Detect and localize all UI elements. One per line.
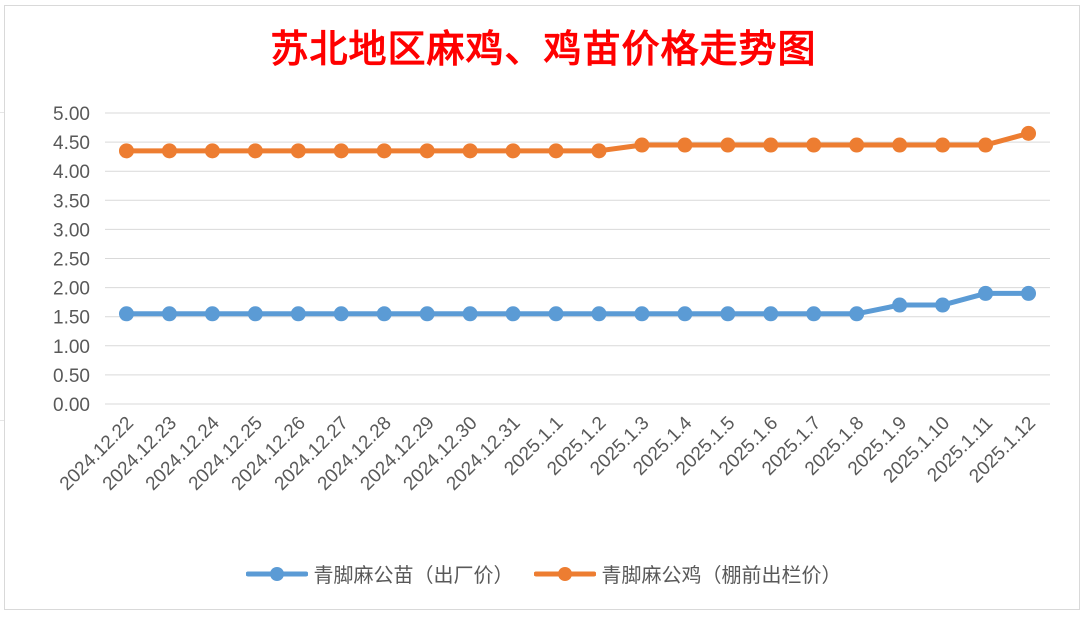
chart-title: 苏北地区麻鸡、鸡苗价格走势图 (270, 26, 817, 71)
data-point-series-0[interactable] (978, 285, 994, 301)
data-point-series-1[interactable] (462, 143, 478, 159)
legend-item-rooster[interactable]: 青脚麻公鸡（棚前出栏价） (533, 559, 842, 588)
data-point-series-0[interactable] (462, 306, 478, 322)
x-axis-ticks: 2024.12.222024.12.232024.12.242024.12.25… (56, 412, 1040, 494)
data-point-series-1[interactable] (376, 143, 392, 159)
data-point-series-0[interactable] (548, 306, 564, 322)
data-point-series-1[interactable] (763, 137, 779, 153)
series-lines (123, 130, 1032, 317)
legend-marker-blue-icon (245, 566, 308, 581)
sheet-gridline (0, 420, 4, 421)
data-point-series-1[interactable] (892, 137, 908, 153)
y-tick-label: 0.50 (53, 366, 90, 387)
data-point-series-0[interactable] (935, 297, 951, 313)
data-point-series-1[interactable] (1021, 125, 1037, 141)
y-tick-label: 2.00 (53, 279, 90, 300)
data-point-series-0[interactable] (333, 306, 349, 322)
data-point-series-0[interactable] (892, 297, 908, 313)
series-line-1 (123, 130, 1032, 154)
data-point-series-1[interactable] (204, 143, 220, 159)
y-tick-label: 5.00 (53, 104, 90, 125)
y-tick-label: 0.00 (53, 395, 90, 416)
legend-label-seedling: 青脚麻公苗（出厂价） (313, 563, 514, 587)
data-point-series-0[interactable] (118, 306, 134, 322)
data-point-series-1[interactable] (935, 137, 951, 153)
data-point-series-0[interactable] (204, 306, 220, 322)
data-point-series-1[interactable] (548, 143, 564, 159)
data-point-series-1[interactable] (333, 143, 349, 159)
data-point-series-1[interactable] (505, 143, 521, 159)
legend-marker-orange-icon (533, 566, 596, 581)
legend-item-seedling[interactable]: 青脚麻公苗（出厂价） (245, 559, 514, 588)
data-point-series-0[interactable] (720, 306, 736, 322)
data-point-series-1[interactable] (591, 143, 607, 159)
data-point-series-0[interactable] (161, 306, 177, 322)
data-point-series-1[interactable] (290, 143, 306, 159)
data-point-series-1[interactable] (806, 137, 822, 153)
data-point-series-1[interactable] (849, 137, 865, 153)
data-point-series-0[interactable] (419, 306, 435, 322)
data-point-series-0[interactable] (591, 306, 607, 322)
gridlines (105, 112, 1050, 405)
data-point-series-1[interactable] (118, 143, 134, 159)
y-tick-label: 4.50 (53, 133, 90, 154)
data-point-series-1[interactable] (677, 137, 693, 153)
legend: 青脚麻公苗（出厂价） 青脚麻公鸡（棚前出栏价） (0, 559, 1087, 588)
data-point-series-1[interactable] (978, 137, 994, 153)
data-point-series-0[interactable] (806, 306, 822, 322)
y-axis-ticks: 5.00 4.50 4.00 3.50 3.00 2.50 2.00 1.50 1.00 0.50… (53, 104, 90, 416)
data-point-series-1[interactable] (247, 143, 263, 159)
series-points (118, 125, 1037, 322)
data-point-series-0[interactable] (290, 306, 306, 322)
y-tick-label: 1.50 (53, 308, 90, 329)
data-point-series-0[interactable] (677, 306, 693, 322)
data-point-series-0[interactable] (849, 306, 865, 322)
y-tick-label: 1.00 (53, 337, 90, 358)
data-point-series-0[interactable] (376, 306, 392, 322)
data-point-series-0[interactable] (247, 306, 263, 322)
data-point-series-1[interactable] (634, 137, 650, 153)
data-point-series-0[interactable] (634, 306, 650, 322)
data-point-series-0[interactable] (1021, 285, 1037, 301)
y-tick-label: 2.50 (53, 250, 90, 271)
y-tick-label: 4.00 (53, 162, 90, 183)
data-point-series-1[interactable] (161, 143, 177, 159)
y-tick-label: 3.00 (53, 220, 90, 241)
data-point-series-1[interactable] (419, 143, 435, 159)
data-point-series-0[interactable] (505, 306, 521, 322)
data-point-series-0[interactable] (763, 306, 779, 322)
data-point-series-1[interactable] (720, 137, 736, 153)
series-line-0 (123, 290, 1032, 317)
y-tick-label: 3.50 (53, 191, 90, 212)
sheet-gridline (0, 112, 4, 113)
legend-label-rooster: 青脚麻公鸡（棚前出栏价） (601, 563, 842, 587)
